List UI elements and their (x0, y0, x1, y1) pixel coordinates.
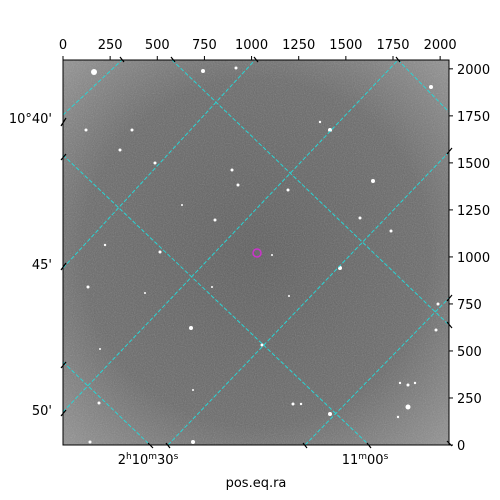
right-tick-label: 1500 (457, 157, 490, 172)
star (91, 69, 97, 75)
star (181, 204, 183, 206)
star (260, 343, 264, 347)
star (328, 412, 332, 416)
top-tick-label: 1250 (282, 38, 315, 53)
star (299, 402, 303, 406)
right-tick-label: 2000 (457, 63, 490, 78)
star (271, 254, 273, 256)
star (130, 128, 134, 132)
grid-line (171, 60, 449, 326)
grid-line (167, 151, 449, 445)
right-axis: 0 250 500 750 1000 1250 1500 1750 2000 (449, 63, 490, 454)
grid-line (63, 60, 123, 116)
star (406, 383, 410, 387)
top-tick-label: 1000 (235, 38, 268, 53)
coordinate-grid (63, 60, 449, 445)
sky-image (63, 60, 449, 445)
star (192, 389, 194, 391)
target-marker (252, 248, 262, 258)
star (328, 128, 332, 132)
star (97, 401, 101, 405)
top-tick-label: 750 (192, 38, 217, 53)
star (86, 285, 90, 289)
star (118, 148, 122, 152)
star (413, 381, 417, 385)
ra-tick-label: 2h10m30s (118, 452, 179, 468)
star (389, 229, 393, 233)
star (436, 302, 440, 306)
star (153, 161, 157, 165)
right-tick-label: 500 (457, 345, 482, 360)
x-axis-label: pos.eq.ra (226, 476, 287, 491)
top-axis: 0 250 500 750 1000 1250 1500 1750 2000 (59, 38, 457, 60)
star (144, 292, 146, 294)
star (236, 183, 240, 187)
dec-tick-label: 10°40' (9, 112, 52, 127)
ra-right-tick-marks (446, 147, 453, 447)
stars (84, 66, 440, 444)
star (398, 381, 402, 385)
top-tick-label: 0 (59, 38, 67, 53)
right-tick-label: 0 (457, 439, 465, 454)
dec-tick-label: 50' (32, 404, 52, 419)
star (201, 69, 205, 73)
star (291, 402, 295, 406)
star (288, 295, 290, 297)
star (191, 440, 195, 444)
star (189, 326, 193, 330)
star (396, 415, 400, 419)
star (318, 120, 322, 124)
top-world-tick-marks (119, 56, 401, 63)
dec-tick-marks (60, 117, 67, 417)
grid-line (63, 60, 256, 269)
grid-line (304, 297, 449, 445)
right-tick-label: 1250 (457, 204, 490, 219)
grid-line (63, 361, 151, 445)
top-tick-label: 250 (98, 38, 123, 53)
dec-tick-label: 45' (32, 258, 52, 273)
top-tick-label: 500 (145, 38, 170, 53)
grid-line (397, 60, 449, 113)
top-tick-label: 2000 (424, 38, 457, 53)
star (234, 66, 238, 70)
star (405, 404, 411, 410)
top-tick-label: 1750 (376, 38, 409, 53)
right-tick-label: 750 (457, 298, 482, 313)
star (88, 440, 92, 444)
star (371, 179, 375, 183)
grid-line (63, 60, 399, 413)
ra-tick-label: 11m00s (342, 452, 389, 468)
star (434, 328, 438, 332)
star (429, 85, 433, 89)
star (158, 250, 162, 254)
right-tick-label: 250 (457, 392, 482, 407)
bottom-world-tick-marks (147, 442, 372, 449)
star (358, 216, 362, 220)
star (213, 218, 217, 222)
top-tick-label: 1500 (329, 38, 362, 53)
star (84, 128, 88, 132)
star (99, 348, 101, 350)
star (286, 188, 290, 192)
star (211, 286, 213, 288)
right-tick-label: 1000 (457, 251, 490, 266)
grid-line (63, 154, 370, 445)
star (103, 243, 107, 247)
star (230, 168, 234, 172)
right-tick-label: 1750 (457, 110, 490, 125)
